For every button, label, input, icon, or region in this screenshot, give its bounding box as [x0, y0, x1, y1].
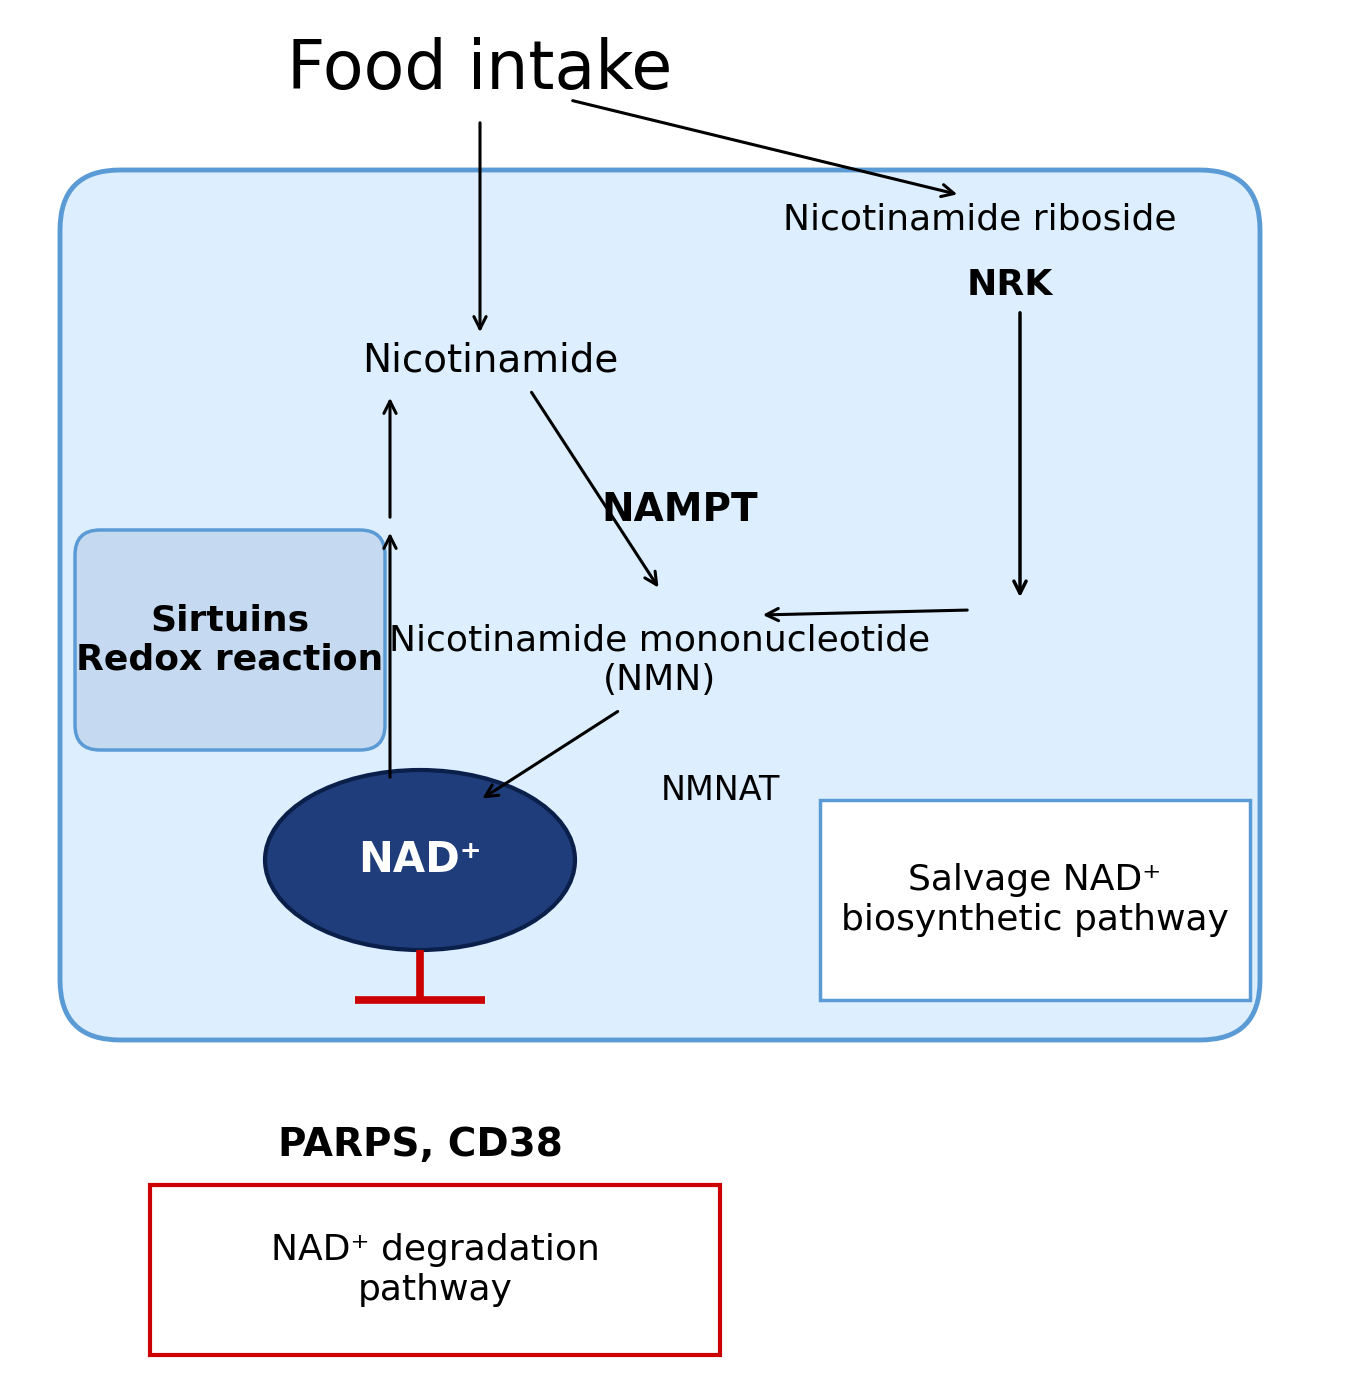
Text: NAMPT: NAMPT [602, 491, 758, 528]
Text: NAD⁺: NAD⁺ [359, 839, 482, 881]
FancyBboxPatch shape [60, 171, 1260, 1040]
Text: NAD⁺ degradation
pathway: NAD⁺ degradation pathway [270, 1233, 599, 1307]
Text: NRK: NRK [967, 268, 1052, 302]
Text: Food intake: Food intake [288, 37, 672, 103]
FancyBboxPatch shape [149, 1184, 720, 1355]
Text: Nicotinamide mononucleotide
(NMN): Nicotinamide mononucleotide (NMN) [390, 623, 930, 696]
Text: Nicotinamide: Nicotinamide [361, 341, 618, 379]
Text: PARPS, CD38: PARPS, CD38 [277, 1126, 562, 1164]
FancyBboxPatch shape [820, 800, 1249, 1000]
Text: Nicotinamide riboside: Nicotinamide riboside [784, 203, 1177, 237]
Text: Salvage NAD⁺
biosynthetic pathway: Salvage NAD⁺ biosynthetic pathway [841, 863, 1229, 936]
FancyBboxPatch shape [75, 530, 386, 750]
Text: Sirtuins
Redox reaction: Sirtuins Redox reaction [76, 603, 383, 677]
Ellipse shape [265, 770, 574, 950]
Text: NMNAT: NMNAT [660, 774, 779, 806]
